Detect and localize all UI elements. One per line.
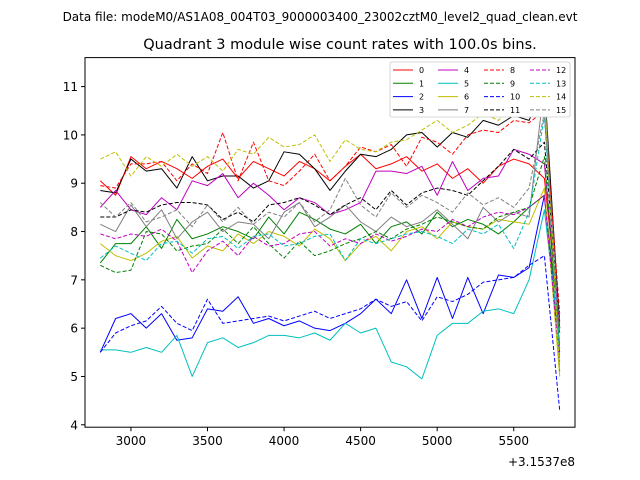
series-line-11	[100, 141, 561, 321]
legend-label-0: 0	[419, 66, 424, 75]
legend-label-1: 1	[419, 79, 424, 88]
legend-label-3: 3	[419, 106, 424, 115]
legend-label-4: 4	[464, 66, 469, 75]
series-line-1	[99, 194, 561, 334]
series-line-10	[99, 255, 561, 411]
y-tick-label: 11	[63, 80, 78, 94]
legend-label-13: 13	[556, 79, 566, 88]
y-tick-label: 8	[70, 225, 78, 239]
legend-label-11: 11	[510, 106, 520, 115]
series-line-15	[99, 112, 561, 334]
legend-label-9: 9	[510, 79, 515, 88]
legend-label-8: 8	[510, 66, 515, 75]
legend-label-6: 6	[464, 93, 469, 102]
series-layer	[99, 83, 561, 411]
axes-frame	[84, 57, 576, 428]
x-tick-label: 4500	[345, 434, 376, 448]
series-line-3	[100, 83, 561, 329]
x-offset-label: +3.1537e8	[508, 455, 575, 469]
y-tick-label: 10	[63, 128, 78, 142]
y-tick-label: 5	[70, 370, 78, 384]
figure-suptitle: Data file: modeM0/AS1A08_004T03_90000034…	[63, 10, 578, 24]
legend-label-15: 15	[556, 106, 566, 115]
x-tick-label: 5000	[422, 434, 453, 448]
legend-label-7: 7	[464, 106, 469, 115]
y-tick-label: 6	[70, 322, 78, 336]
chart-title: Quadrant 3 module wise count rates with …	[143, 37, 537, 53]
x-tick-label: 4000	[269, 434, 300, 448]
series-line-5	[100, 209, 561, 380]
y-tick-label: 9	[70, 177, 78, 191]
series-line-12	[100, 194, 561, 363]
series-line-13	[100, 115, 561, 358]
series-line-8	[100, 110, 561, 314]
legend-label-5: 5	[464, 79, 469, 88]
x-tick-label: 3500	[192, 434, 223, 448]
legend-box	[389, 61, 571, 118]
legend-label-14: 14	[556, 93, 566, 102]
legend-label-10: 10	[510, 93, 520, 102]
x-tick-label: 5500	[498, 434, 529, 448]
x-axis: 3000 3500 4000 4500 5000 5500	[116, 427, 529, 448]
x-tick-label: 3000	[116, 434, 147, 448]
y-axis: 4 5 6 7 8 9 10 11	[63, 80, 85, 432]
legend-label-2: 2	[419, 93, 424, 102]
series-line-2	[99, 194, 561, 353]
series-line-7	[100, 83, 561, 372]
y-tick-label: 7	[70, 273, 78, 287]
series-line-9	[100, 156, 561, 348]
y-tick-label: 4	[70, 418, 78, 432]
legend-label-12: 12	[556, 66, 566, 75]
series-line-6	[100, 187, 561, 377]
